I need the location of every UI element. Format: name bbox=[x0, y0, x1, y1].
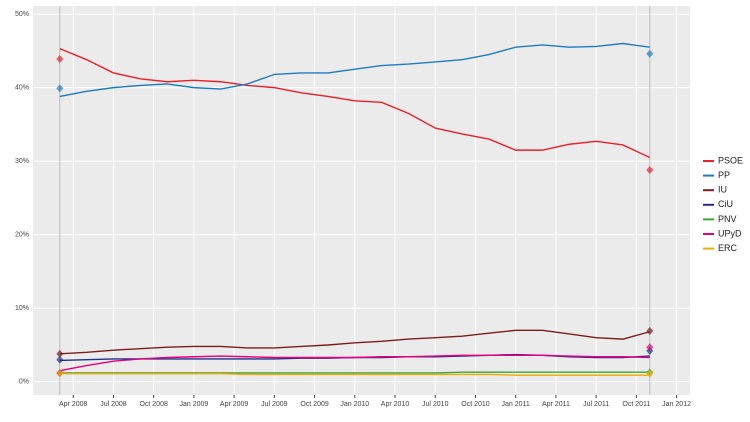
y-tick-label: 0% bbox=[19, 379, 29, 386]
legend-label: ERC bbox=[718, 243, 738, 253]
legend-label: PNV bbox=[718, 214, 737, 224]
legend-label: CiU bbox=[718, 199, 733, 209]
x-tick-label: Jan 2009 bbox=[179, 401, 208, 408]
x-tick-label: Apr 2010 bbox=[381, 401, 410, 408]
y-tick-label: 40% bbox=[15, 84, 29, 91]
election-result bbox=[646, 343, 654, 352]
x-tick-label: Jul 2008 bbox=[100, 401, 127, 408]
y-tick-label: 10% bbox=[15, 305, 29, 312]
election-result bbox=[56, 349, 64, 358]
x-tick-label: Oct 2008 bbox=[139, 401, 168, 408]
election-result bbox=[646, 327, 654, 336]
trend-line bbox=[59, 371, 650, 374]
plot-background bbox=[33, 6, 690, 395]
election-result bbox=[646, 165, 654, 174]
x-tick-label: Jan 2010 bbox=[340, 401, 369, 408]
legend-label: UPyD bbox=[718, 228, 742, 238]
x-tick-label: Apr 2008 bbox=[59, 401, 88, 408]
election-result bbox=[56, 84, 64, 93]
x-tick-label: Apr 2011 bbox=[542, 401, 570, 408]
election-result bbox=[646, 49, 654, 58]
election-result bbox=[56, 368, 64, 377]
y-tick-label: 50% bbox=[15, 11, 29, 18]
trend-line bbox=[59, 329, 650, 355]
trend-line bbox=[59, 372, 650, 376]
x-tick-label: Jul 2011 bbox=[583, 401, 609, 408]
x-tick-label: Oct 2010 bbox=[461, 401, 490, 408]
x-tick-label: Jan 2011 bbox=[502, 401, 530, 408]
x-tick-label: Apr 2009 bbox=[220, 401, 249, 408]
trend-line bbox=[59, 42, 650, 98]
election-result bbox=[56, 355, 64, 364]
trend-line bbox=[59, 48, 651, 159]
x-tick-label: Jan 2012 bbox=[662, 401, 691, 408]
y-tick-label: 20% bbox=[15, 232, 29, 239]
election-result bbox=[646, 369, 654, 378]
y-tick-label: 30% bbox=[15, 158, 29, 165]
legend-label: PP bbox=[718, 170, 730, 180]
x-tick-label: Jul 2009 bbox=[261, 401, 288, 408]
trend-line bbox=[59, 354, 650, 372]
x-tick-label: Oct 2009 bbox=[300, 401, 329, 408]
x-tick-label: Jul 2010 bbox=[422, 401, 449, 408]
election-result bbox=[56, 54, 64, 63]
legend-label: IU bbox=[718, 185, 727, 195]
x-tick-label: Oct 2011 bbox=[622, 401, 650, 408]
legend-label: PSOE bbox=[718, 155, 743, 165]
